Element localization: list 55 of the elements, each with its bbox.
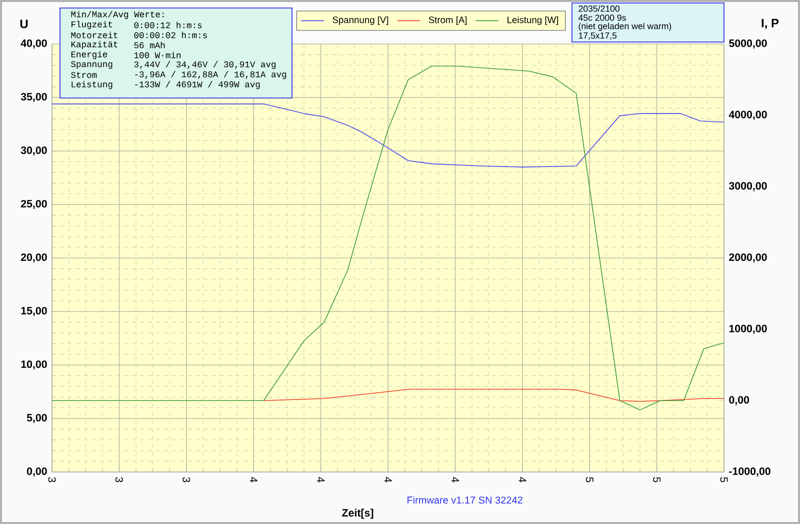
text: Min/Max/Avg Werte:: [71, 10, 164, 20]
y-tick-label: 5,00: [26, 414, 47, 424]
annotation: 56 mAh: [134, 42, 165, 48]
y2-tick-label: 3000,00: [728, 182, 767, 192]
text: Firmware v1.17 SN 32242: [408, 496, 522, 504]
y-tick-label: 15,00: [21, 306, 47, 316]
annotation: Leistung: [72, 80, 112, 90]
legend-label: Leistung [W]: [508, 16, 558, 26]
y2-tick-label: 5000,00: [729, 39, 767, 49]
annotation: 3,44V / 34,46V / 30,91V avg: [134, 60, 276, 70]
x-tick-label: 5: [586, 477, 594, 482]
annotation: Spannung: [71, 61, 112, 69]
annotation: 100 W·min: [134, 52, 180, 58]
y-tick-label: 30,00: [20, 146, 47, 156]
legend-label: Spannung [V]: [332, 16, 388, 26]
y-tick-label: 40,00: [20, 39, 47, 49]
legend-label: Strom [A]: [428, 16, 467, 26]
text: 2035/2100: [578, 5, 620, 12]
annotation: -133W / 4691W / 499W avg: [135, 80, 260, 90]
y-tick-label: 10,00: [21, 360, 47, 370]
line-series: [263, 388, 724, 402]
y-tick-label: 25,00: [20, 200, 47, 210]
text: Flugzeit: [72, 20, 112, 30]
y2-tick-label: 1000,00: [729, 324, 767, 334]
y-tick-label: 35,00: [20, 92, 47, 102]
y2-tick-label: -1000,00: [729, 467, 770, 477]
x-tick-label: 4: [384, 476, 392, 482]
text: 0:00:12 h:m:s: [134, 22, 202, 28]
x-tick-label: 4: [317, 476, 324, 482]
text: 45c 2000 9s: [578, 14, 626, 21]
x-tick-label: 3: [48, 477, 56, 482]
x-tick-label: 3: [182, 477, 190, 482]
line-series: [52, 104, 724, 168]
y2-tick-label: 0,00: [729, 396, 750, 406]
annotation: Kapazität: [71, 40, 118, 50]
x-axis-title: Zeit[s]: [342, 508, 374, 519]
x-tick-label: 4: [518, 476, 526, 482]
y-axis-title: U: [20, 20, 28, 28]
x-tick-label: 4: [250, 476, 258, 482]
text: (niet geladen wel warm): [578, 22, 672, 31]
x-tick-label: 5: [653, 477, 661, 482]
y-tick-label: 0,00: [26, 467, 47, 477]
text: 00:00:02 h:m:s: [134, 32, 207, 38]
y2-tick-label: 4000,00: [728, 110, 767, 120]
y2-axis-title: I, P: [762, 18, 779, 30]
x-tick-label: 5: [720, 477, 728, 482]
x-tick-label: 3: [115, 477, 123, 482]
annotation: Strom: [71, 72, 97, 78]
annotation: -3,96A / 162,88A / 16,81A avg: [135, 70, 286, 80]
x-tick-label: 4: [452, 476, 459, 482]
annotation: Energie: [71, 50, 108, 60]
y-tick-label: 20,00: [20, 253, 47, 263]
text: 17,5x17,5: [578, 32, 617, 40]
y2-tick-label: 2000,00: [729, 253, 767, 263]
text: Motorzeit: [71, 32, 118, 38]
